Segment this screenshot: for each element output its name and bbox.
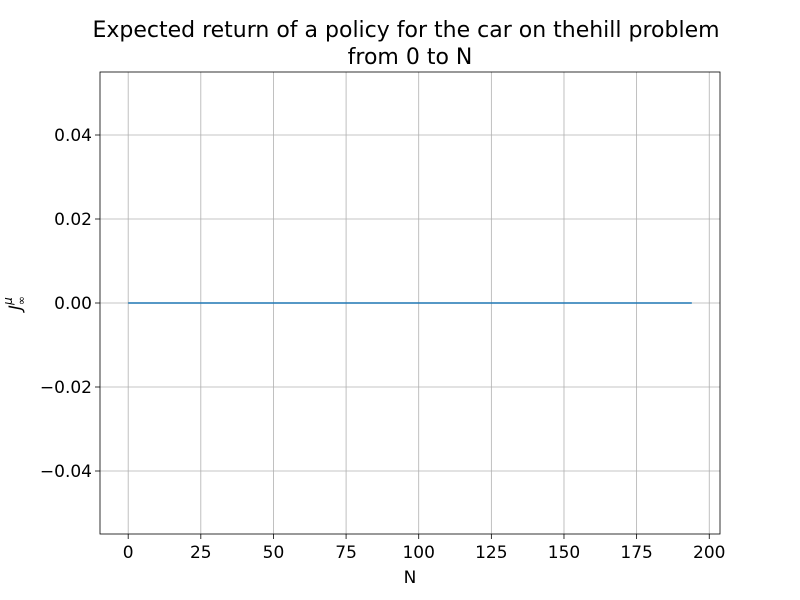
y-tick-label: 0.02 <box>54 210 92 230</box>
y-tick-label: −0.04 <box>40 462 92 482</box>
x-tick-label: 200 <box>693 543 725 563</box>
y-tick-label: 0.00 <box>54 294 92 314</box>
y-axis: −0.04 −0.02 0.00 0.02 0.04 <box>40 126 100 482</box>
chart-title-line-2: from 0 to N <box>348 45 473 70</box>
x-tick-label: 75 <box>335 543 357 563</box>
y-tick-label: 0.04 <box>54 126 92 146</box>
x-tick-label: 0 <box>123 543 134 563</box>
x-tick-label: 175 <box>620 543 652 563</box>
x-axis-label: N <box>404 568 417 588</box>
x-tick-label: 100 <box>402 543 434 563</box>
y-tick-label: −0.02 <box>40 378 92 398</box>
x-axis: 0 25 50 75 100 125 150 175 200 <box>123 534 725 563</box>
chart-title-line-1: Expected return of a policy for the car … <box>92 18 719 43</box>
chart-title: Expected return of a policy for the car … <box>92 18 719 70</box>
x-tick-label: 50 <box>263 543 285 563</box>
y-axis-label: J∞μ <box>1 296 28 313</box>
x-tick-label: 25 <box>190 543 212 563</box>
x-tick-label: 125 <box>475 543 507 563</box>
x-tick-label: 150 <box>548 543 580 563</box>
